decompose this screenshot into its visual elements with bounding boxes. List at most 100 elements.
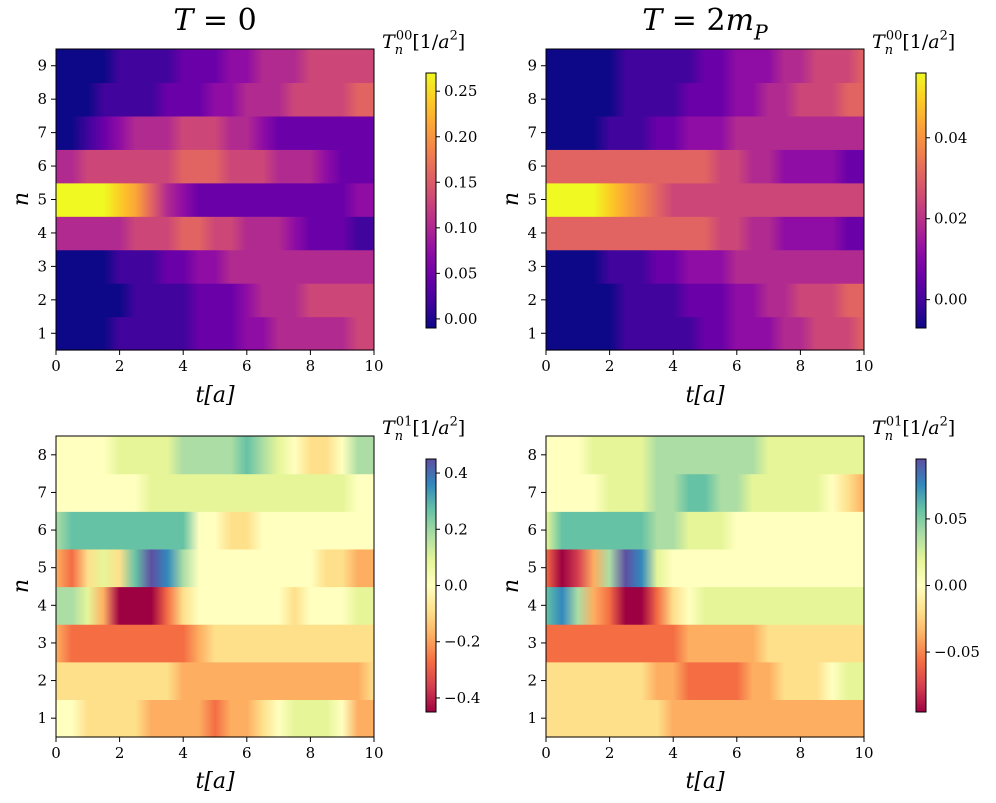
y-tick-label: 7 xyxy=(527,124,537,142)
y-ticks: 1 2 3 4 5 6 7 8 xyxy=(527,446,546,727)
x-tick-label: 0 xyxy=(51,357,61,375)
heatmap-row-n6 xyxy=(56,149,374,184)
plot-frame xyxy=(55,435,375,738)
colorbar-gradient xyxy=(425,458,437,713)
heatmap-row-n5 xyxy=(56,182,374,217)
y-tick-label: 7 xyxy=(37,483,47,501)
heatmap-row-n4 xyxy=(56,586,374,625)
x-tick-label: 4 xyxy=(178,357,188,375)
y-tick-label: 1 xyxy=(527,709,537,727)
heatmap-row-n8 xyxy=(56,436,374,475)
heatmap-row-n3 xyxy=(56,624,374,663)
x-axis-label: t[a] xyxy=(195,383,235,408)
y-tick-label: 2 xyxy=(527,291,537,309)
x-tick-label: 6 xyxy=(242,357,252,375)
y-tick-label: 5 xyxy=(37,191,47,209)
y-tick-label: 5 xyxy=(527,191,537,209)
x-tick-label: 10 xyxy=(364,357,383,375)
heatmap-row-n3 xyxy=(546,624,864,663)
heatmap-row-n6 xyxy=(546,511,864,550)
colorbar-tick-label: 0.00 xyxy=(444,310,477,328)
heatmap-row-n2 xyxy=(546,283,864,318)
panel-title: T = 2mP xyxy=(642,3,769,45)
heatmap-row-n5 xyxy=(546,182,864,217)
colorbar-tick-label: −0.4 xyxy=(444,689,480,707)
heatmap-row-n8 xyxy=(546,82,864,117)
y-tick-label: 3 xyxy=(37,634,47,652)
x-tick-label: 10 xyxy=(364,744,383,762)
colorbar-tick-label: 0.05 xyxy=(444,264,477,282)
heatmap-area xyxy=(56,49,374,351)
heatmap-row-n5 xyxy=(56,548,374,588)
y-tick-label: 1 xyxy=(527,324,537,342)
y-tick-label: 4 xyxy=(527,596,537,614)
y-tick-label: 3 xyxy=(527,257,537,275)
x-tick-label: 6 xyxy=(242,744,252,762)
colorbar-title: Tn01[1/a2] xyxy=(872,414,955,444)
y-tick-label: 4 xyxy=(37,224,47,242)
colorbar-tick-label: 0.15 xyxy=(444,173,477,191)
heatmap-row-n5 xyxy=(546,548,864,588)
y-axis-label: n xyxy=(9,192,34,206)
colorbar-tick-label: 0.00 xyxy=(934,291,967,309)
x-tick-label: 4 xyxy=(668,357,678,375)
panel-title: T = 0 xyxy=(173,3,256,38)
colorbar-tick-label: 0.4 xyxy=(444,464,468,482)
x-tick-label: 10 xyxy=(854,357,873,375)
colorbar-tick-label: −0.2 xyxy=(444,633,480,651)
colorbar-title: Tn00[1/a2] xyxy=(382,28,465,58)
heatmap-row-n1 xyxy=(56,699,374,738)
heatmap-row-n2 xyxy=(56,283,374,318)
heatmap-row-n1 xyxy=(56,316,374,351)
heatmap-area xyxy=(56,436,374,738)
colorbar-gradient xyxy=(425,72,437,329)
y-tick-label: 6 xyxy=(37,521,47,539)
y-tick-label: 9 xyxy=(527,57,537,75)
heatmap-row-n4 xyxy=(546,586,864,625)
y-tick-label: 7 xyxy=(527,483,537,501)
y-axis-label: n xyxy=(499,579,524,593)
colorbar-tick-label: 0.00 xyxy=(934,577,967,595)
heatmap-row-n9 xyxy=(546,49,864,84)
colorbar: −0.05 0.00 0.05 xyxy=(915,458,980,713)
y-tick-label: 6 xyxy=(527,157,537,175)
heatmap-row-n7 xyxy=(56,473,374,512)
x-tick-label: 4 xyxy=(178,744,188,762)
x-axis-label: t[a] xyxy=(685,769,725,794)
heatmap-row-n1 xyxy=(546,316,864,351)
x-tick-label: 8 xyxy=(796,357,806,375)
colorbar-tick-label: 0.04 xyxy=(934,129,967,147)
colorbar-tick-label: 0.02 xyxy=(934,210,967,228)
x-tick-label: 2 xyxy=(605,744,615,762)
plot-frame xyxy=(545,435,865,738)
heatmap-row-n8 xyxy=(56,82,374,117)
colorbar: 0.00 0.02 0.04 xyxy=(915,72,967,329)
colorbar-tick-label: 0.10 xyxy=(444,219,477,237)
heatmap-row-n2 xyxy=(56,661,374,700)
y-tick-label: 9 xyxy=(37,57,47,75)
y-tick-label: 4 xyxy=(37,596,47,614)
y-tick-label: 6 xyxy=(37,157,47,175)
y-tick-label: 8 xyxy=(37,90,47,108)
y-tick-label: 4 xyxy=(527,224,537,242)
y-tick-label: 2 xyxy=(527,672,537,690)
colorbar-gradient xyxy=(915,458,927,713)
heatmap-row-n2 xyxy=(546,661,864,700)
heatmap-row-n7 xyxy=(546,473,864,512)
x-ticks: 0 2 4 6 8 10 xyxy=(51,737,384,762)
colorbar-title: Tn01[1/a2] xyxy=(382,414,465,444)
y-axis-label: n xyxy=(499,192,524,206)
x-ticks: 0 2 4 6 8 10 xyxy=(541,350,874,375)
colorbar-tick-label: 0.20 xyxy=(444,128,477,146)
heatmap-row-n3 xyxy=(56,249,374,284)
x-tick-label: 8 xyxy=(306,357,316,375)
heatmap-area xyxy=(546,436,864,738)
y-tick-label: 3 xyxy=(527,634,537,652)
heatmap-row-n8 xyxy=(546,436,864,475)
x-axis-label: t[a] xyxy=(195,769,235,794)
y-ticks: 1 2 3 4 5 6 7 8 9 xyxy=(527,57,546,342)
colorbar-tick-label: 0.2 xyxy=(444,520,468,538)
